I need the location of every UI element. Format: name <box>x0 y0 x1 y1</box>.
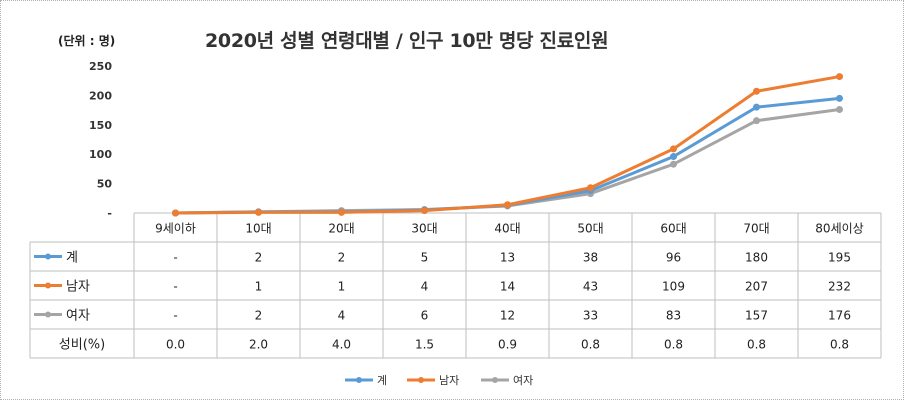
data-cell: 33 <box>583 309 598 323</box>
legend-label: 여자 <box>513 374 533 387</box>
ratio-cell: 0.9 <box>498 338 517 352</box>
data-cell: - <box>173 251 177 265</box>
row-label: 남자 <box>66 280 90 295</box>
row-label: 계 <box>66 251 78 266</box>
y-tick-label: 200 <box>89 89 112 102</box>
data-point <box>587 184 594 192</box>
data-cell: 14 <box>500 280 515 294</box>
ratio-cell: 1.5 <box>415 338 434 352</box>
data-point <box>670 160 677 168</box>
y-tick-label: 100 <box>89 148 112 161</box>
row-legend-key-marker <box>45 253 51 260</box>
data-cell: - <box>173 309 177 323</box>
data-cell: 109 <box>662 280 685 294</box>
data-point <box>836 73 843 81</box>
category-label: 40대 <box>494 222 520 236</box>
series-line <box>175 75 840 215</box>
legend-key-marker <box>418 377 424 383</box>
y-tick-label: 250 <box>89 60 112 73</box>
ratio-cell: 0.8 <box>581 338 600 352</box>
row-label: 여자 <box>66 309 90 324</box>
data-point <box>504 201 511 209</box>
data-point <box>172 209 179 217</box>
data-point <box>255 208 262 216</box>
series-line <box>175 96 840 215</box>
data-point <box>421 207 428 215</box>
data-cell: 1 <box>338 280 346 294</box>
data-cell: 2 <box>338 251 346 265</box>
data-cell: - <box>173 280 177 294</box>
data-point <box>753 87 760 95</box>
ratio-cell: 0.8 <box>747 338 766 352</box>
data-cell: 1 <box>255 280 263 294</box>
y-tick-label: 150 <box>89 119 112 132</box>
data-cell: 12 <box>500 309 515 323</box>
data-point <box>338 208 345 216</box>
legend-label: 남자 <box>439 374 459 387</box>
row-legend-key-marker <box>45 311 51 318</box>
data-cell: 13 <box>500 251 515 265</box>
data-cell: 6 <box>421 309 429 323</box>
category-label: 9세이하 <box>155 222 196 236</box>
ratio-cell: 0.0 <box>166 338 185 352</box>
data-point <box>670 145 677 153</box>
ratio-row-label: 성비(%) <box>59 338 105 353</box>
data-cell: 176 <box>828 309 851 323</box>
data-point <box>836 106 843 114</box>
data-point <box>670 153 677 161</box>
data-cell: 83 <box>666 309 681 323</box>
category-label: 50대 <box>577 222 603 236</box>
y-tick-label: 50 <box>97 178 113 191</box>
data-cell: 180 <box>745 251 768 265</box>
category-label: 70대 <box>743 222 769 236</box>
ratio-cell: 0.8 <box>664 338 683 352</box>
ratio-cell: 2.0 <box>249 338 268 352</box>
row-legend-key-marker <box>45 282 51 289</box>
category-label: 80세이상 <box>815 222 863 236</box>
data-cell: 2 <box>255 251 263 265</box>
data-point <box>836 94 843 102</box>
data-point <box>753 117 760 125</box>
category-label: 30대 <box>411 222 437 236</box>
chart-title: 2020년 성별 연령대별 / 인구 10만 명당 진료인원 <box>205 30 609 52</box>
legend-key-marker <box>356 377 362 383</box>
unit-label: (단위 : 명) <box>58 34 116 48</box>
ratio-cell: 4.0 <box>332 338 351 352</box>
data-cell: 4 <box>338 309 346 323</box>
category-label: 10대 <box>245 222 271 236</box>
data-cell: 157 <box>745 309 768 323</box>
category-label: 20대 <box>328 222 354 236</box>
data-cell: 38 <box>583 251 598 265</box>
series-line <box>175 108 840 215</box>
category-label: 60대 <box>660 222 686 236</box>
data-cell: 2 <box>255 309 263 323</box>
data-point <box>753 103 760 111</box>
data-cell: 207 <box>745 280 768 294</box>
ratio-cell: 0.8 <box>830 338 849 352</box>
data-cell: 4 <box>421 280 429 294</box>
data-cell: 43 <box>583 280 598 294</box>
y-tick-label: - <box>107 207 112 220</box>
data-cell: 5 <box>421 251 429 265</box>
legend-key-marker <box>492 377 498 383</box>
legend-label: 계 <box>377 374 387 387</box>
data-cell: 96 <box>666 251 681 265</box>
data-cell: 232 <box>828 280 851 294</box>
data-cell: 195 <box>828 251 851 265</box>
